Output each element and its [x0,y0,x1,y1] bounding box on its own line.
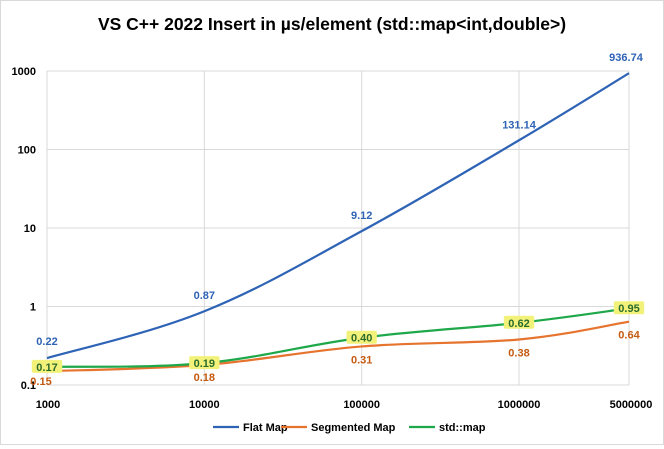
data-label-std-map: 0.40 [351,333,372,345]
data-label-flat-map: 131.14 [502,119,537,131]
legend-label-std-map: std::map [439,422,486,434]
x-tick-label: 100000 [343,399,380,411]
data-label-segmented-map: 0.64 [618,330,640,342]
series-lines [46,72,630,373]
y-tick-label: 1 [30,302,36,314]
data-label-flat-map: 0.87 [194,290,215,302]
data-label-std-map: 0.17 [36,362,57,374]
data-label-highlight [346,330,377,344]
y-tick-label: 1000 [12,66,36,78]
data-label-highlight [503,315,535,329]
gridlines [46,70,630,386]
data-label-flat-map: 936.74 [609,52,644,64]
data-label-flat-map: 9.12 [351,210,372,222]
data-label-segmented-map: 0.18 [194,372,215,384]
data-label-highlight [31,359,63,373]
y-tick-label: 10 [24,223,36,235]
chart-title: VS C++ 2022 Insert in µs/element (std::m… [98,14,566,34]
legend: Flat Map Segmented Map std::map [213,422,486,434]
x-tick-label: 1000000 [498,399,541,411]
series-line-segmented-map [46,320,630,373]
data-label-std-map: 0.62 [508,318,529,330]
data-label-std-map: 0.95 [618,303,639,315]
data-label-std-map: 0.19 [194,358,215,370]
data-label-highlight [189,356,220,370]
series-line-flat-map [46,72,630,360]
x-tick-label: 10000 [189,399,220,411]
legend-label-segmented-map: Segmented Map [311,422,396,434]
data-labels: 0.22 0.87 9.12 131.14 936.74 0.15 0.18 0.31 0.38… [30,52,645,388]
data-label-flat-map: 0.22 [36,336,57,348]
y-tick-label: 0.1 [21,380,36,392]
x-tick-label: 5000000 [610,399,653,411]
data-label-highlight [613,301,645,315]
y-tick-label: 100 [18,145,36,157]
legend-label-flat-map: Flat Map [243,422,288,434]
x-tick-label: 1000 [36,399,60,411]
data-label-segmented-map: 0.38 [508,347,529,359]
data-label-segmented-map: 0.31 [351,354,372,366]
axes: 0.1 1 10 100 1000 1000 10000 100000 1000000 50000… [12,66,653,411]
data-label-segmented-map: 0.15 [30,376,51,388]
